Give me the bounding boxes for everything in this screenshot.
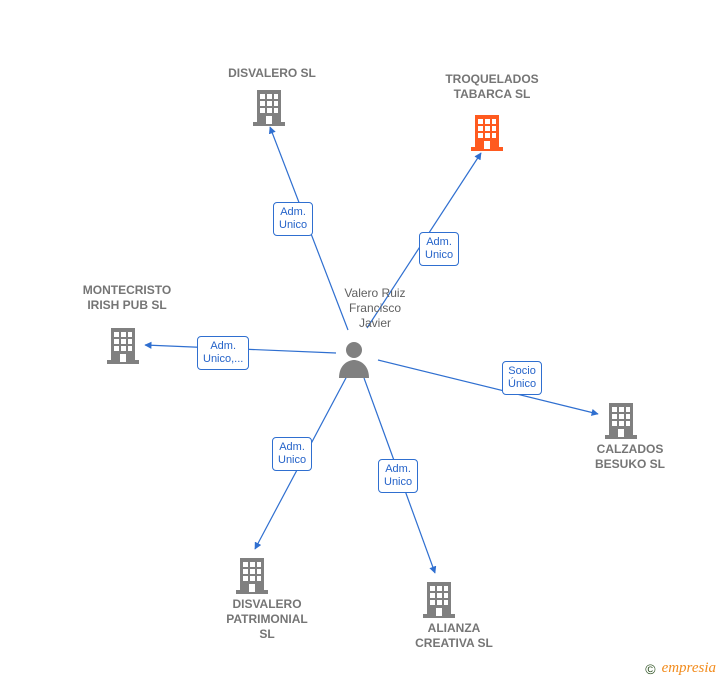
edge-label-disvalero: Adm. Unico xyxy=(273,202,313,236)
footer-credit: © empresia xyxy=(645,660,716,677)
building-icon-alianza xyxy=(419,578,459,623)
building-icon-calzados xyxy=(601,399,641,444)
node-label-patrimonial: DISVALERO PATRIMONIAL SL xyxy=(207,597,327,642)
building-icon-patrimonial xyxy=(232,554,272,599)
node-label-montecristo: MONTECRISTO IRISH PUB SL xyxy=(67,283,187,313)
building-icon-troquelados xyxy=(467,111,507,156)
edge-label-montecristo: Adm. Unico,... xyxy=(197,336,249,370)
edge-label-troquelados: Adm. Unico xyxy=(419,232,459,266)
edge-label-alianza: Adm. Unico xyxy=(378,459,418,493)
node-label-disvalero: DISVALERO SL xyxy=(212,66,332,81)
node-label-alianza: ALIANZA CREATIVA SL xyxy=(394,621,514,651)
brand-name: empresia xyxy=(662,660,716,677)
building-icon-montecristo xyxy=(103,324,143,369)
node-label-calzados: CALZADOS BESUKO SL xyxy=(570,442,690,472)
building-icon-disvalero xyxy=(249,86,289,131)
edge-label-patrimonial: Adm. Unico xyxy=(272,437,312,471)
node-label-troquelados: TROQUELADOS TABARCA SL xyxy=(432,72,552,102)
center-person-icon xyxy=(337,340,371,383)
center-person-label: Valero Ruiz Francisco Javier xyxy=(330,286,420,331)
edge-label-calzados: Socio Único xyxy=(502,361,542,395)
edge-calzados xyxy=(378,360,598,414)
copyright-symbol: © xyxy=(645,661,655,677)
